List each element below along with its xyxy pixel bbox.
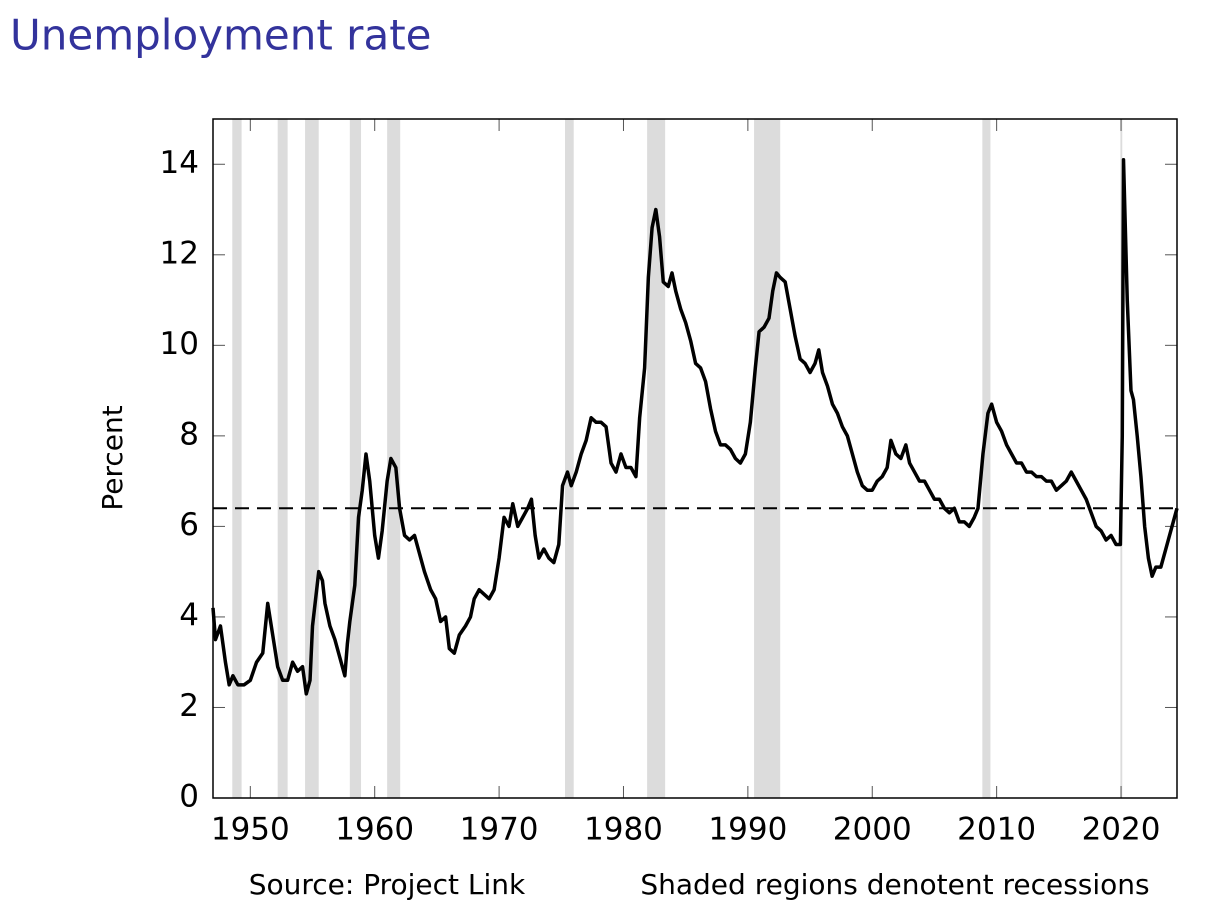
plot-area: 0 2 4 6 8 10 12 14 1950 1960 1970 1980 1990 2000 2010 2… (160, 118, 1179, 848)
unemployment-line (211, 157, 1179, 696)
x-tick-label: 1960 (335, 812, 414, 848)
recession-band (349, 119, 362, 798)
x-tick-label: 2000 (833, 812, 912, 848)
chart-title: Unemployment rate (10, 11, 432, 60)
x-tick-label: 1980 (584, 812, 663, 848)
y-tick-label: 0 (179, 779, 199, 815)
plot-frame (212, 118, 1178, 799)
recession-band (232, 119, 242, 798)
recession-band (387, 119, 401, 798)
y-axis-label: Percent (96, 405, 129, 510)
source-note: Source: Project Link (249, 868, 526, 901)
x-tick-label: 2010 (957, 812, 1036, 848)
y-tick-label: 8 (179, 416, 199, 452)
x-tick-label: 1950 (211, 812, 290, 848)
recession-band (565, 119, 574, 798)
recession-band (647, 119, 666, 798)
recession-band (754, 119, 781, 798)
y-tick-label: 12 (160, 235, 199, 271)
y-tick-label: 6 (179, 507, 199, 543)
x-tick-label: 1990 (708, 812, 787, 848)
x-tick-label: 2020 (1082, 812, 1161, 848)
y-tick-label: 2 (179, 688, 199, 724)
y-tick-label: 4 (179, 597, 199, 633)
recession-band (305, 119, 319, 798)
recession-band (982, 119, 991, 798)
recession-band (277, 119, 288, 798)
y-tick-label: 10 (160, 326, 199, 362)
recession-note: Shaded regions denotent recessions (640, 868, 1149, 901)
x-tick-label: 1970 (460, 812, 539, 848)
y-tick-label: 14 (160, 145, 199, 181)
